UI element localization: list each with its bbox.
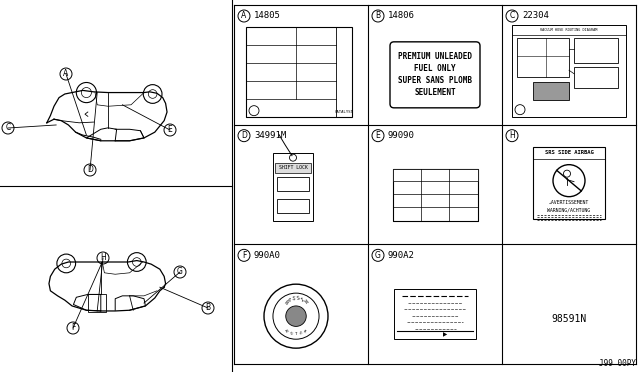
Text: F: F (242, 251, 246, 260)
Text: O: O (299, 331, 302, 336)
Text: 990A0: 990A0 (254, 251, 281, 260)
Text: N: N (283, 299, 288, 305)
Bar (394, 289, 476, 339)
Text: E: E (168, 125, 172, 135)
Text: 99090: 99090 (388, 131, 415, 140)
Text: SUPER SANS PLOMB: SUPER SANS PLOMB (398, 76, 472, 85)
Circle shape (285, 306, 307, 326)
Text: SHIFT LOCK: SHIFT LOCK (278, 165, 307, 170)
Text: A: A (241, 12, 246, 20)
Bar (512, 25, 626, 117)
Text: 22304: 22304 (522, 12, 549, 20)
Text: 14806: 14806 (388, 12, 415, 20)
Text: VACUUM HOSE ROUTING DIAGRAM: VACUUM HOSE ROUTING DIAGRAM (540, 28, 598, 32)
Text: PREMIUM UNLEADED: PREMIUM UNLEADED (398, 52, 472, 61)
Text: D: D (87, 166, 93, 174)
Bar (533, 147, 605, 219)
Text: S: S (292, 296, 296, 301)
Text: B: B (376, 12, 381, 20)
Text: T: T (295, 332, 297, 336)
Text: S: S (296, 296, 300, 301)
Text: D: D (241, 131, 247, 140)
Bar (392, 169, 477, 221)
Text: C: C (5, 124, 11, 132)
Bar (246, 27, 352, 117)
Bar (532, 83, 569, 100)
Text: F: F (71, 324, 75, 333)
Text: WARNING/ACHTUNG: WARNING/ACHTUNG (547, 207, 591, 212)
Text: ⚠AVERTISSEMENT: ⚠AVERTISSEMENT (549, 200, 589, 205)
Text: ▶: ▶ (443, 333, 447, 338)
Text: 14805: 14805 (254, 12, 281, 20)
Text: 990A2: 990A2 (388, 251, 415, 260)
Text: G: G (375, 251, 381, 260)
Bar (574, 38, 618, 63)
Circle shape (289, 154, 296, 161)
Bar (275, 163, 311, 173)
Text: SRS SIDE AIRBAG: SRS SIDE AIRBAG (545, 150, 593, 155)
Text: H: H (100, 253, 106, 263)
Text: I: I (300, 297, 305, 303)
Text: G: G (177, 267, 183, 276)
Text: A: A (287, 297, 292, 303)
Text: R: R (302, 329, 307, 334)
Bar (574, 67, 618, 88)
Text: B: B (205, 304, 211, 312)
Text: H: H (509, 131, 515, 140)
Text: J99 00PY: J99 00PY (599, 359, 636, 368)
Bar (392, 169, 477, 180)
Bar (277, 199, 309, 213)
Text: FUEL ONLY: FUEL ONLY (414, 64, 456, 73)
FancyBboxPatch shape (390, 42, 480, 108)
Text: M: M (285, 329, 290, 334)
Text: E: E (376, 131, 380, 140)
Bar (273, 153, 313, 221)
Bar (88, 294, 106, 312)
Text: SEULEMENT: SEULEMENT (414, 88, 456, 97)
Text: 34991M: 34991M (254, 131, 286, 140)
Text: C: C (509, 12, 515, 20)
Text: O: O (290, 331, 293, 336)
Bar (517, 38, 569, 77)
Text: 98591N: 98591N (552, 314, 587, 324)
Bar (277, 177, 309, 191)
Text: N: N (304, 299, 309, 305)
Text: A: A (63, 70, 68, 78)
Text: CATALYST: CATALYST (335, 110, 353, 114)
